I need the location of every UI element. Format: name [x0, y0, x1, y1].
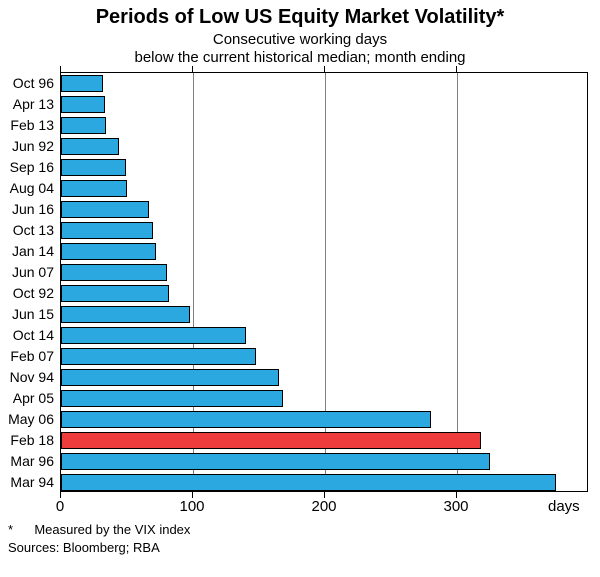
gridline	[457, 73, 458, 491]
y-tick-label: Feb 18	[10, 432, 54, 448]
y-tick-label: Feb 07	[10, 348, 54, 364]
bar	[61, 306, 190, 323]
y-tick-label: Apr 05	[13, 390, 54, 406]
y-tick-label: Feb 13	[10, 117, 54, 133]
subtitle-line-2: below the current historical median; mon…	[134, 49, 465, 66]
footnote-text: Measured by the VIX index	[34, 522, 190, 537]
y-tick-label: Jun 16	[12, 201, 54, 217]
bar	[61, 201, 149, 218]
bar	[61, 138, 119, 155]
y-tick-label: Jun 07	[12, 264, 54, 280]
x-tick-label: 0	[56, 498, 64, 515]
chart-title: Periods of Low US Equity Market Volatili…	[0, 0, 600, 29]
y-tick-label: Sep 16	[10, 159, 54, 175]
subtitle-line-1: Consecutive working days	[213, 31, 387, 48]
y-tick-label: Mar 94	[10, 474, 54, 490]
bar	[61, 117, 106, 134]
x-tick-label: 200	[311, 498, 336, 515]
x-tick	[192, 66, 193, 72]
y-tick-label: Oct 92	[13, 285, 54, 301]
x-axis-label: days	[548, 498, 580, 515]
x-tick	[456, 66, 457, 72]
bar	[61, 159, 126, 176]
x-tick	[324, 66, 325, 72]
bar	[61, 285, 169, 302]
y-tick-label: Oct 96	[13, 75, 54, 91]
bar	[61, 474, 556, 491]
bar	[61, 75, 103, 92]
bar	[61, 390, 283, 407]
y-tick-label: Mar 96	[10, 453, 54, 469]
footnote-marker: *	[8, 522, 13, 537]
y-tick-label: Jun 92	[12, 138, 54, 154]
footnote: * Measured by the VIX index	[8, 522, 190, 537]
bar	[61, 432, 481, 449]
y-tick-label: May 06	[8, 411, 54, 427]
y-tick-label: Jan 14	[12, 243, 54, 259]
bar	[61, 264, 167, 281]
sources-text: Sources: Bloomberg; RBA	[8, 540, 160, 555]
bar	[61, 96, 105, 113]
bar	[61, 180, 127, 197]
chart-subtitle: Consecutive working days below the curre…	[0, 31, 600, 67]
bar	[61, 348, 256, 365]
plot-area	[60, 72, 588, 492]
y-tick-label: Nov 94	[10, 369, 54, 385]
bar	[61, 453, 490, 470]
x-tick-label: 300	[443, 498, 468, 515]
bar	[61, 411, 431, 428]
y-tick-label: Apr 13	[13, 96, 54, 112]
y-tick-label: Jun 15	[12, 306, 54, 322]
bar	[61, 222, 153, 239]
gridline	[193, 73, 194, 491]
gridline	[325, 73, 326, 491]
y-tick-label: Aug 04	[10, 180, 54, 196]
y-tick-label: Oct 13	[13, 222, 54, 238]
bar	[61, 327, 246, 344]
bar	[61, 369, 279, 386]
x-tick-label: 100	[179, 498, 204, 515]
y-tick-label: Oct 14	[13, 327, 54, 343]
x-tick	[60, 66, 61, 72]
bar	[61, 243, 156, 260]
chart-container: Periods of Low US Equity Market Volatili…	[0, 0, 600, 577]
